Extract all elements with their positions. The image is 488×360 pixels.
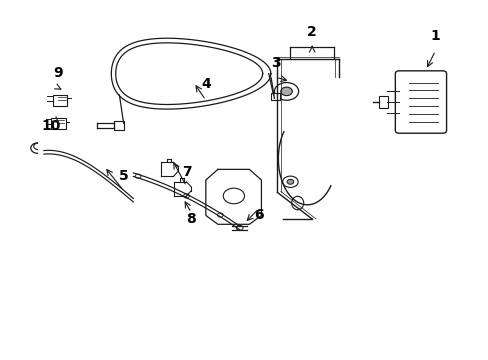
Text: 2: 2 — [306, 26, 316, 40]
Text: 10: 10 — [41, 120, 61, 133]
Ellipse shape — [291, 196, 303, 210]
FancyBboxPatch shape — [394, 71, 446, 133]
Circle shape — [280, 87, 292, 96]
Bar — [270, 93, 279, 100]
Circle shape — [236, 225, 243, 230]
Circle shape — [135, 174, 141, 178]
Circle shape — [217, 213, 223, 217]
Bar — [51, 118, 65, 129]
Text: 1: 1 — [430, 29, 439, 43]
Text: 8: 8 — [186, 212, 196, 225]
Text: 5: 5 — [119, 169, 128, 183]
Text: 7: 7 — [182, 166, 191, 179]
Circle shape — [282, 176, 298, 188]
Bar — [53, 95, 67, 105]
Circle shape — [183, 194, 189, 198]
Circle shape — [223, 188, 244, 204]
Text: 3: 3 — [270, 55, 280, 69]
Text: 6: 6 — [254, 208, 264, 222]
Text: 9: 9 — [54, 66, 63, 80]
Text: 4: 4 — [201, 77, 210, 91]
Circle shape — [286, 179, 293, 184]
Bar — [378, 96, 387, 108]
Bar — [114, 121, 123, 130]
Circle shape — [274, 82, 298, 100]
